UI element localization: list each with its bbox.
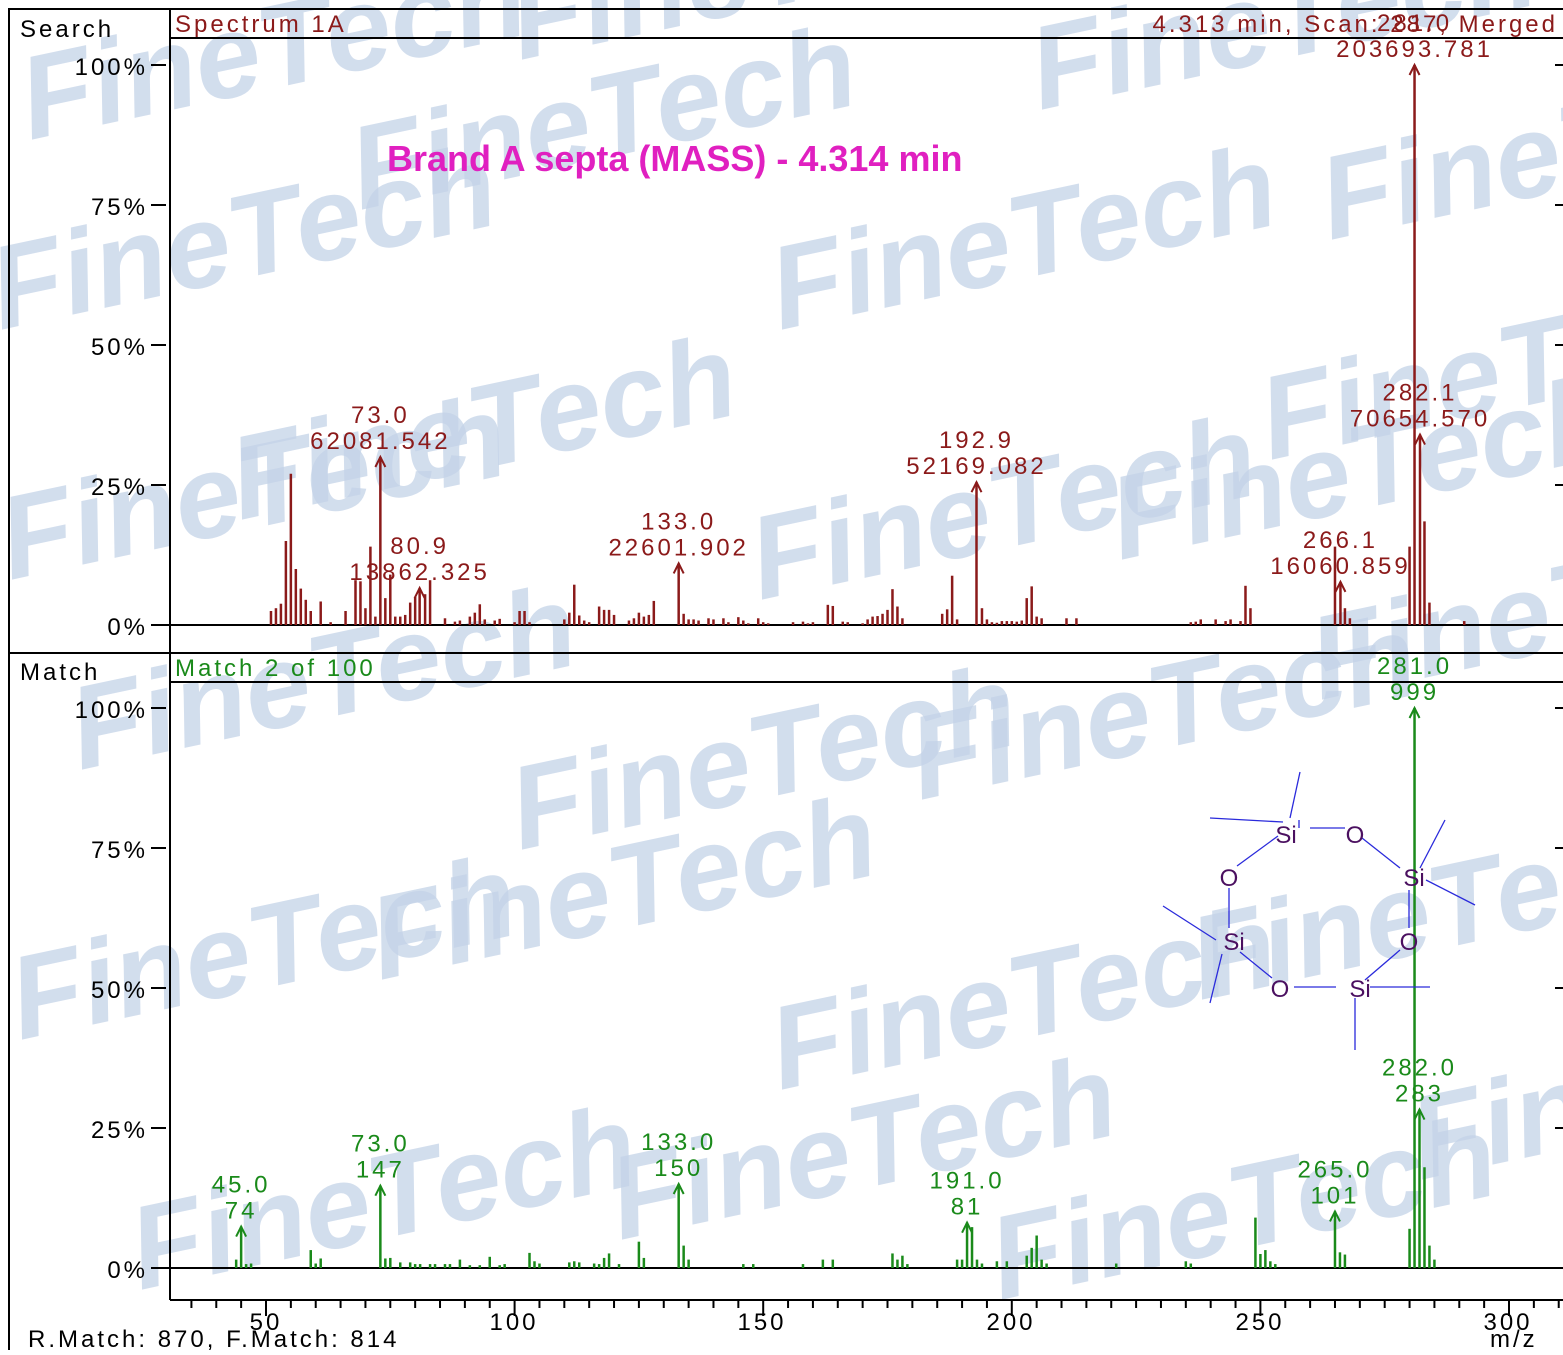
match-peak-mz-label: 281.0	[1377, 653, 1452, 680]
match-peak-marker	[1329, 1209, 1341, 1222]
search-peak-mz-label: 281.0	[1377, 10, 1452, 37]
search-peak-intensity-label: 22601.902	[608, 534, 748, 561]
search-peak-intensity-label: 62081.542	[310, 428, 450, 455]
search-peak-marker	[1408, 62, 1421, 76]
search-peak-mz-label: 266.1	[1303, 527, 1378, 554]
x-tick-300: 300	[1483, 1309, 1532, 1336]
x-tick-200: 200	[986, 1309, 1035, 1336]
search-peak-marker	[672, 561, 685, 574]
x-tick-50: 50	[250, 1309, 283, 1336]
atom-o-1: O	[1346, 822, 1365, 849]
search-peak-mz-label: 192.9	[939, 427, 1014, 454]
x-unit-label: m/z	[1490, 1326, 1538, 1350]
match-peak-intensity-label: 150	[654, 1155, 703, 1182]
match-scores: R.Match: 870, F.Match: 814	[28, 1326, 399, 1350]
match-y-ticks: 100% 75% 50% 25% 0%	[75, 697, 148, 1284]
search-peak-mz-label: 73.0	[351, 402, 410, 429]
search-y-tick-100: 100%	[75, 54, 148, 81]
axis-tick-marks	[151, 64, 1563, 1316]
match-peak-marker	[961, 1220, 973, 1234]
search-peak-marker	[1334, 579, 1347, 593]
search-peak-marker	[374, 454, 387, 468]
structure-atoms: Si O Si O Si O Si O	[1220, 822, 1425, 1003]
search-y-tick-0: 0%	[107, 614, 148, 641]
search-peak-mz-label: 282.1	[1382, 380, 1457, 407]
search-label: Search	[20, 16, 114, 43]
outer-frame	[8, 8, 1563, 1355]
match-peak-mz-label: 45.0	[212, 1172, 271, 1199]
structure-bonds	[1162, 771, 1476, 1050]
match-peak-mz-label: 265.0	[1297, 1156, 1372, 1183]
search-y-tick-75: 75%	[91, 194, 148, 221]
x-tick-250: 250	[1235, 1309, 1284, 1336]
sample-annotation: Brand A septa (MASS) - 4.314 min	[387, 138, 962, 179]
search-peak-intensity-label: 13862.325	[349, 559, 489, 586]
atom-si-2: Si	[1403, 865, 1424, 892]
structure-diagram: Si O Si O Si O Si O	[1162, 771, 1476, 1050]
match-peak-marker	[374, 1183, 387, 1197]
search-y-ticks: 100% 75% 50% 25% 0%	[75, 54, 148, 641]
search-peak-intensity-label: 16060.859	[1270, 553, 1410, 580]
spectrum-name: Spectrum 1A	[175, 11, 347, 38]
match-info: Match 2 of 100	[175, 655, 376, 682]
match-peak-intensity-label: 74	[225, 1198, 258, 1225]
match-peak-mz-label: 191.0	[930, 1168, 1005, 1195]
search-peak-mz-label: 80.9	[390, 533, 449, 560]
atom-si-1: Si	[1275, 822, 1296, 849]
atom-si-3: Si	[1349, 976, 1370, 1003]
match-y-tick-0: 0%	[107, 1257, 148, 1284]
search-peak-intensity-label: 70654.570	[1350, 406, 1490, 433]
search-peak-intensity-label: 52169.082	[906, 453, 1046, 480]
match-label: Match	[20, 659, 100, 686]
match-peak-marker	[235, 1224, 248, 1238]
watermark-text: FineTech	[118, 1080, 648, 1316]
atom-o-2: O	[1400, 929, 1419, 956]
match-peak-marker	[1413, 1107, 1426, 1120]
scan-info: 4.313 min, Scan: 287, Merged	[1152, 11, 1558, 38]
search-peak-marker	[1414, 432, 1426, 446]
atom-o-4: O	[1220, 865, 1239, 892]
match-peak-marker	[672, 1181, 685, 1195]
match-y-tick-100: 100%	[75, 697, 148, 724]
x-tick-100: 100	[489, 1309, 538, 1336]
match-peak-marker	[1408, 705, 1421, 719]
match-y-tick-75: 75%	[91, 837, 148, 864]
atom-o-3: O	[1271, 976, 1290, 1003]
match-peak-intensity-label: 147	[356, 1157, 405, 1184]
match-peak-intensity-label: 101	[1310, 1182, 1359, 1209]
match-peak-intensity-label: 999	[1390, 679, 1439, 706]
match-y-tick-50: 50%	[91, 977, 148, 1004]
search-y-tick-50: 50%	[91, 334, 148, 361]
search-peak-marker	[413, 585, 426, 599]
x-ticks: 50 100 150 200 250 300	[250, 1309, 1532, 1336]
search-peak-intensity-label: 203693.781	[1336, 36, 1493, 63]
search-peak-mz-label: 133.0	[641, 508, 716, 535]
atom-si-4: Si	[1223, 929, 1244, 956]
x-tick-150: 150	[737, 1309, 786, 1336]
match-peak-mz-label: 133.0	[641, 1129, 716, 1156]
search-y-tick-25: 25%	[91, 474, 148, 501]
match-peak-intensity-label: 81	[951, 1194, 984, 1221]
match-y-tick-25: 25%	[91, 1117, 148, 1144]
match-peak-intensity-label: 283	[1395, 1081, 1444, 1108]
match-peak-mz-label: 73.0	[351, 1131, 410, 1158]
match-peak-mz-label: 282.0	[1382, 1055, 1457, 1082]
search-peak-marker	[970, 479, 983, 493]
